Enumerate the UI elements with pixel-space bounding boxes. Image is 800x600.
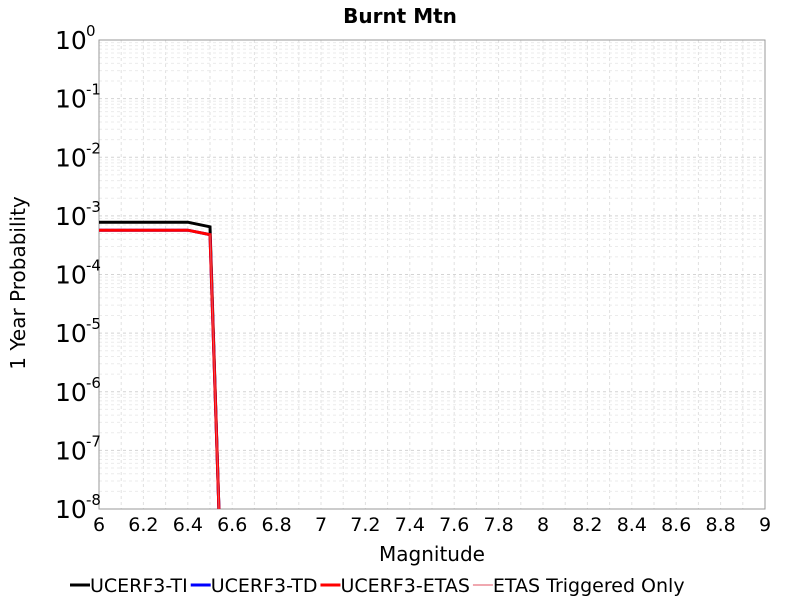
x-tick-label: 6.2: [128, 514, 158, 536]
y-tick-label: 10: [55, 26, 87, 55]
x-tick-label: 7.6: [439, 514, 469, 536]
x-tick-label: 7.2: [350, 514, 380, 536]
y-tick-label: 10: [55, 85, 87, 114]
x-tick-label: 6.8: [261, 514, 291, 536]
plot-border: [98, 39, 766, 510]
y-tick-label: 10: [55, 319, 87, 348]
series-group: [99, 220, 221, 510]
y-tick-exponent: -3: [86, 198, 101, 216]
x-tick-label: 7.4: [395, 514, 425, 536]
legend-label: ETAS Triggered Only: [493, 575, 685, 597]
y-tick-exponent: -4: [86, 257, 101, 275]
x-tick-label: 8.4: [617, 514, 647, 536]
y-tick-exponent: -6: [86, 374, 101, 392]
series-line-ucerf3-ti: [99, 220, 221, 510]
series-line-etas-triggered-only: [209, 234, 220, 510]
y-tick-label: 10: [55, 202, 87, 231]
x-tick-label: 6.6: [217, 514, 247, 536]
x-tick-label: 8: [537, 514, 549, 536]
legend-label: UCERF3-ETAS: [340, 575, 469, 597]
y-tick-label: 10: [55, 261, 87, 290]
x-tick-label: 9: [759, 514, 771, 536]
x-tick-label: 7: [315, 514, 327, 536]
x-tick-label: 8.2: [572, 514, 602, 536]
x-tick-label: 6.4: [173, 514, 203, 536]
x-axis-label: Magnitude: [379, 542, 485, 566]
y-tick-label: 10: [55, 495, 87, 524]
legend-label: UCERF3-TI: [90, 575, 188, 597]
y-tick-exponent: -5: [86, 315, 101, 333]
x-tick-label: 8.8: [705, 514, 735, 536]
legend-label: UCERF3-TD: [211, 575, 318, 597]
y-tick-exponent: -8: [86, 491, 101, 509]
y-tick-label: 10: [55, 378, 87, 407]
y-tick-exponent: -2: [86, 139, 101, 157]
y-tick-label: 10: [55, 143, 87, 172]
y-axis-label: 1 Year Probability: [6, 196, 30, 370]
x-tick-label: 7.8: [483, 514, 513, 536]
y-tick-label: 10: [55, 436, 87, 465]
x-tick-labels: 6 6.2 6.4 6.6 6.8 7 7.2 7.4 7.6 7.8 8 8.2 8.4 8.6 8.8 9: [93, 514, 771, 536]
chart-title: Burnt Mtn: [343, 4, 457, 28]
legend: UCERF3-TI UCERF3-TD UCERF3-ETAS ETAS Trigge…: [70, 575, 685, 597]
x-tick-label: 6: [93, 514, 105, 536]
x-tick-label: 8.6: [661, 514, 691, 536]
y-tick-exponent: 0: [86, 22, 96, 40]
y-tick-exponent: -7: [86, 432, 101, 450]
grid: [98, 40, 766, 510]
y-tick-exponent: -1: [86, 81, 101, 99]
